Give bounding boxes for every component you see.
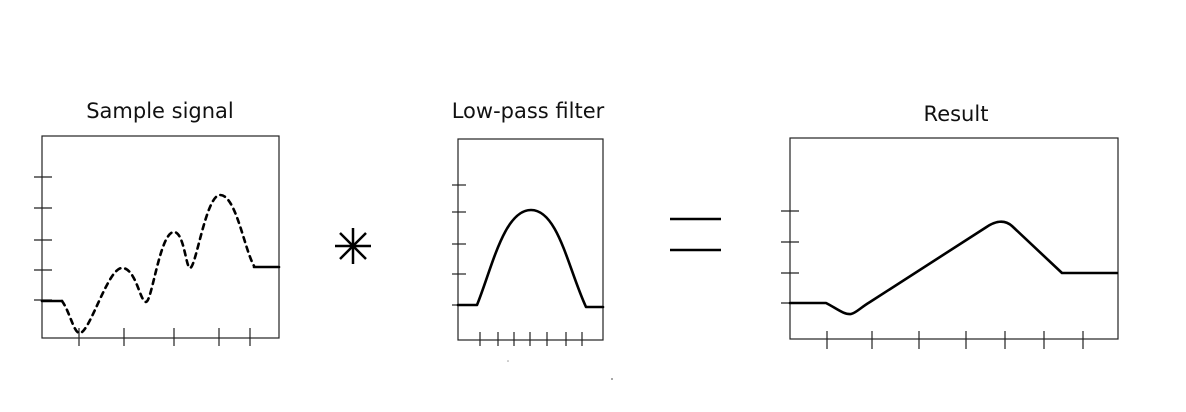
low-pass-filter-y-ticks [452, 184, 466, 306]
low-pass-filter-frame [457, 138, 604, 341]
result-curve [788, 220, 1119, 316]
stray-speck [611, 378, 613, 380]
low-pass-filter-x-ticks [479, 332, 583, 346]
sample-signal-panel: Sample signal [34, 99, 281, 346]
result-title: Result [924, 102, 989, 126]
low-pass-filter-curve [456, 208, 605, 309]
low-pass-filter-title: Low-pass filter [452, 99, 605, 123]
sample-signal-frame [41, 135, 280, 339]
result-panel: Result [781, 102, 1119, 349]
sample-signal-y-ticks [34, 176, 52, 301]
result-frame [789, 137, 1119, 340]
convolution-operator-icon [335, 228, 371, 264]
low-pass-filter-panel: Low-pass filter [452, 99, 605, 346]
sample-signal-x-ticks [78, 328, 251, 346]
equals-sign-icon [670, 217, 721, 252]
sample-signal-curve [60, 193, 256, 335]
sample-signal-title: Sample signal [86, 99, 234, 123]
result-x-ticks [826, 331, 1084, 349]
stray-speck [507, 360, 509, 362]
